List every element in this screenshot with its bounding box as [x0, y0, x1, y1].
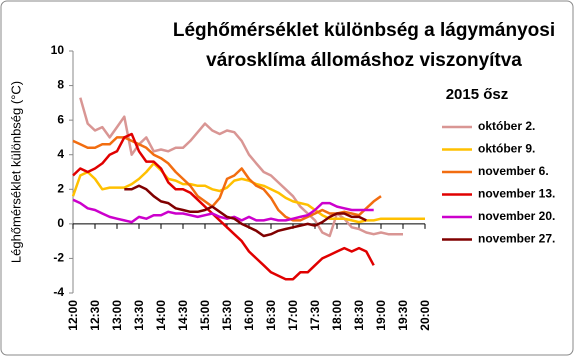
y-tick-label: 2: [57, 181, 64, 195]
legend-label: november 6.: [478, 164, 549, 178]
x-tick-label: 14:30: [176, 300, 190, 331]
x-tick-label: 13:30: [132, 300, 146, 331]
series-line: [124, 184, 367, 238]
series-line: [79, 97, 403, 238]
x-tick-label: 19:30: [396, 300, 410, 331]
x-tick-label: 18:30: [352, 300, 366, 331]
x-tick-label: 20:00: [418, 300, 432, 331]
legend-label: november 27.: [478, 232, 555, 246]
x-tick-label: 17:00: [286, 300, 300, 331]
y-tick-label: 10: [51, 43, 65, 57]
x-tick-label: 17:30: [308, 300, 322, 331]
y-axis-label: Léghőmérséklet különbség (°C): [8, 81, 23, 263]
y-tick-label: 8: [57, 78, 64, 92]
legend-label: október 2.: [478, 119, 535, 133]
y-tick-label: 4: [57, 147, 64, 161]
x-tick-label: 14:00: [154, 300, 168, 331]
chart-title: városklíma állomáshoz viszonyítva: [206, 50, 522, 71]
x-tick-label: 12:00: [66, 300, 80, 331]
y-tick-label: -4: [53, 285, 64, 299]
chart-title: Léghőmérséklet különbség a lágymányosi: [173, 20, 555, 41]
x-tick-label: 15:00: [198, 300, 212, 331]
legend-label: november 13.: [478, 187, 555, 201]
x-tick-label: 19:00: [374, 300, 388, 331]
x-tick-label: 16:00: [242, 300, 256, 331]
series-line: [72, 132, 375, 281]
series-line: [72, 198, 374, 224]
x-tick-label: 15:30: [220, 300, 234, 331]
y-tick-label: 6: [57, 112, 64, 126]
x-tick-label: 18:00: [330, 300, 344, 331]
x-tick-label: 16:30: [264, 300, 278, 331]
chart-subtitle: 2015 ősz: [446, 86, 509, 103]
x-tick-label: 13:00: [110, 300, 124, 331]
legend-label: november 20.: [478, 209, 555, 223]
legend-label: október 9.: [478, 142, 535, 156]
x-tick-label: 12:30: [88, 300, 102, 331]
y-tick-label: 0: [57, 216, 64, 230]
y-tick-label: -2: [53, 251, 64, 265]
